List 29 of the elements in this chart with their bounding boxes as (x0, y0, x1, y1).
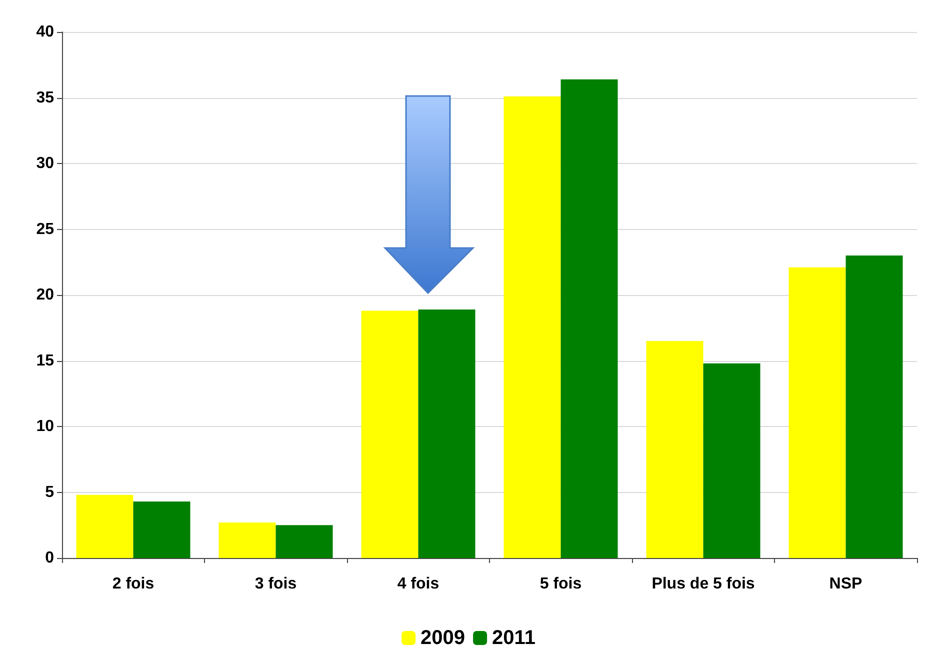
x-tick-label: 3 fois (254, 576, 297, 592)
bar (788, 267, 846, 558)
x-tick-label: 4 fois (397, 576, 440, 592)
x-tick-label: 2 fois (112, 576, 154, 592)
bar (76, 494, 134, 558)
x-tick-label: NSP (829, 576, 863, 592)
y-tick-label: 5 (45, 484, 54, 501)
bar (133, 501, 190, 558)
bar (504, 96, 561, 558)
bar (703, 363, 760, 558)
x-tick-label: Plus de 5 fois (652, 576, 755, 592)
bar (418, 309, 476, 558)
bar (218, 522, 276, 558)
legend-label: 2011 (492, 627, 536, 649)
y-tick-label: 0 (45, 550, 54, 566)
bar (276, 525, 333, 558)
bar (646, 341, 704, 558)
y-tick-label: 20 (36, 286, 54, 304)
y-tick-label: 30 (36, 155, 54, 172)
y-tick-label: 25 (36, 220, 54, 238)
bar (846, 256, 903, 558)
x-tick-label: 5 fois (540, 576, 582, 592)
bar (361, 310, 418, 558)
y-tick-label: 10 (36, 418, 54, 435)
y-tick-label: 15 (36, 352, 54, 370)
legend-label: 2009 (420, 627, 466, 649)
bar (560, 79, 618, 558)
y-tick-label: 35 (36, 89, 54, 106)
y-tick-label: 40 (36, 24, 54, 40)
